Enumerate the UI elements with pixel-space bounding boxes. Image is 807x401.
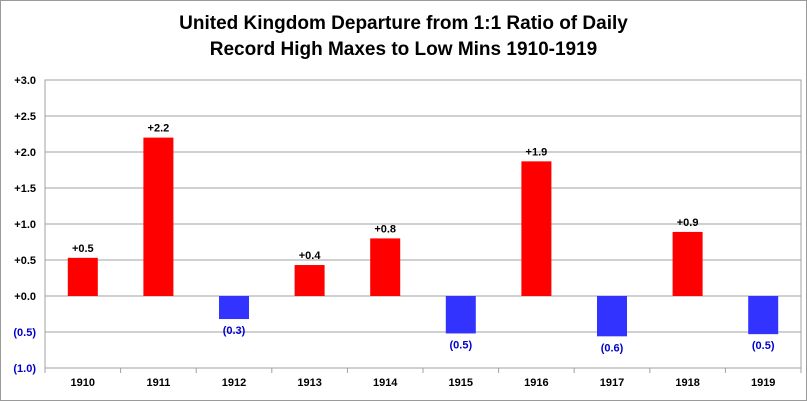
bar-1917 xyxy=(597,296,627,337)
x-tick-label: 1913 xyxy=(297,377,321,389)
bar-1914 xyxy=(370,238,401,296)
data-label: (0.6) xyxy=(601,342,624,354)
x-tick-label: 1911 xyxy=(146,377,170,389)
bar-1919 xyxy=(748,296,779,335)
bar-1915 xyxy=(445,296,476,334)
x-tick-label: 1916 xyxy=(524,377,548,389)
data-label: +0.9 xyxy=(677,217,699,229)
bar-1913 xyxy=(294,265,325,296)
x-tick-label: 1917 xyxy=(600,377,624,389)
data-label: (0.5) xyxy=(449,339,472,351)
x-tick-label: 1912 xyxy=(222,377,246,389)
y-tick-label: +0.5 xyxy=(14,255,36,267)
x-tick-label: 1915 xyxy=(449,377,473,389)
data-label: +0.4 xyxy=(299,250,322,262)
bar-1918 xyxy=(672,231,703,296)
chart-title: United Kingdom Departure from 1:1 Ratio … xyxy=(1,11,806,63)
chart-title-line-1: United Kingdom Departure from 1:1 Ratio … xyxy=(179,13,628,34)
y-tick-label: +3.0 xyxy=(14,75,36,87)
data-label: +2.2 xyxy=(148,123,170,135)
data-label: (0.5) xyxy=(752,340,775,352)
x-tick-label: 1919 xyxy=(751,377,775,389)
bar-1912 xyxy=(219,296,249,320)
bar-1910 xyxy=(67,257,98,296)
y-tick-label: (1.0) xyxy=(13,363,36,375)
y-tick-label: +1.5 xyxy=(14,183,36,195)
y-tick-label: +0.0 xyxy=(14,291,36,303)
x-tick-label: 1914 xyxy=(373,377,398,389)
data-label: +1.9 xyxy=(526,146,548,158)
bar-1911 xyxy=(143,137,174,296)
y-tick-label: +2.0 xyxy=(14,147,36,159)
bar-1916 xyxy=(521,161,552,296)
y-tick-label: (0.5) xyxy=(13,327,36,339)
data-label: +0.5 xyxy=(72,243,94,255)
y-tick-label: +1.0 xyxy=(14,219,36,231)
data-label: +0.8 xyxy=(374,223,396,235)
chart-title-line-2: Record High Maxes to Low Mins 1910-1919 xyxy=(209,39,598,60)
x-tick-label: 1918 xyxy=(675,377,699,389)
data-label: (0.3) xyxy=(223,325,246,337)
x-tick-label: 1910 xyxy=(71,377,95,389)
y-tick-label: +2.5 xyxy=(14,111,36,123)
